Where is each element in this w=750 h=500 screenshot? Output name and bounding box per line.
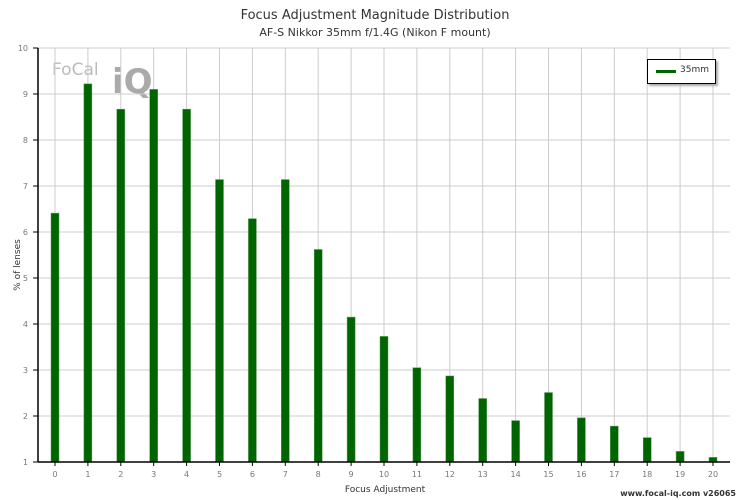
x-tick-label: 17 — [609, 470, 619, 479]
bar — [281, 179, 290, 463]
x-axis-label: Focus Adjustment — [344, 485, 426, 495]
y-tick-label: 5 — [23, 274, 28, 283]
x-tick-label: 4 — [184, 470, 189, 479]
bar — [478, 398, 487, 463]
x-tick-label: 18 — [642, 470, 652, 479]
y-axis-label: % of lenses — [13, 239, 23, 291]
chart-subtitle: AF-S Nikkor 35mm f/1.4G (Nikon F mount) — [259, 26, 491, 39]
y-tick-label: 9 — [23, 90, 28, 99]
x-tick-label: 11 — [412, 470, 422, 479]
x-tick-label: 15 — [543, 470, 553, 479]
focal-logo-watermark: FoCal — [52, 60, 99, 80]
bar — [675, 451, 685, 463]
y-tick-label: 1 — [23, 458, 28, 467]
bar — [215, 179, 224, 463]
x-tick-label: 3 — [151, 470, 156, 479]
bar — [511, 420, 520, 463]
legend-label: 35mm — [680, 65, 709, 75]
x-tick-label: 7 — [283, 470, 288, 479]
bar — [182, 108, 191, 463]
x-tick-label: 19 — [675, 470, 685, 479]
chart-title: Focus Adjustment Magnitude Distribution — [240, 8, 510, 23]
bar — [83, 83, 93, 463]
legend-swatch — [656, 70, 676, 73]
bar — [445, 375, 455, 463]
bar — [379, 336, 389, 463]
bar — [642, 437, 652, 463]
legend: 35mm — [647, 59, 716, 84]
y-tick-label: 4 — [23, 320, 28, 329]
x-tick-label: 6 — [250, 470, 255, 479]
x-tick-label: 9 — [349, 470, 354, 479]
iq-logo-icon: iQ — [112, 62, 153, 102]
bar — [412, 367, 422, 463]
x-tick-label: 0 — [52, 470, 57, 479]
bar — [248, 218, 257, 463]
x-tick-label: 14 — [511, 470, 521, 479]
y-tick-label: 10 — [18, 44, 28, 53]
x-tick-label: 20 — [708, 470, 718, 479]
y-tick-label: 2 — [23, 412, 28, 421]
bar — [346, 316, 356, 463]
y-tick-label: 6 — [23, 228, 28, 237]
bar — [116, 108, 126, 463]
x-tick-label: 1 — [85, 470, 90, 479]
y-tick-label: 3 — [23, 366, 28, 375]
bar — [149, 89, 158, 463]
bar — [610, 425, 619, 463]
x-tick-label: 8 — [316, 470, 321, 479]
bar — [577, 417, 586, 463]
x-tick-label: 16 — [576, 470, 586, 479]
x-tick-label: 10 — [379, 470, 389, 479]
x-tick-label: 5 — [217, 470, 222, 479]
x-tick-label: 12 — [445, 470, 455, 479]
y-tick-label: 7 — [23, 182, 28, 191]
bar — [50, 212, 60, 463]
y-tick-label: 8 — [23, 136, 28, 145]
x-tick-label: 2 — [118, 470, 123, 479]
x-tick-label: 13 — [478, 470, 488, 479]
bar — [313, 249, 323, 463]
bar — [544, 392, 553, 463]
footer-url: www.focal-iq.com v26065 — [620, 489, 736, 498]
